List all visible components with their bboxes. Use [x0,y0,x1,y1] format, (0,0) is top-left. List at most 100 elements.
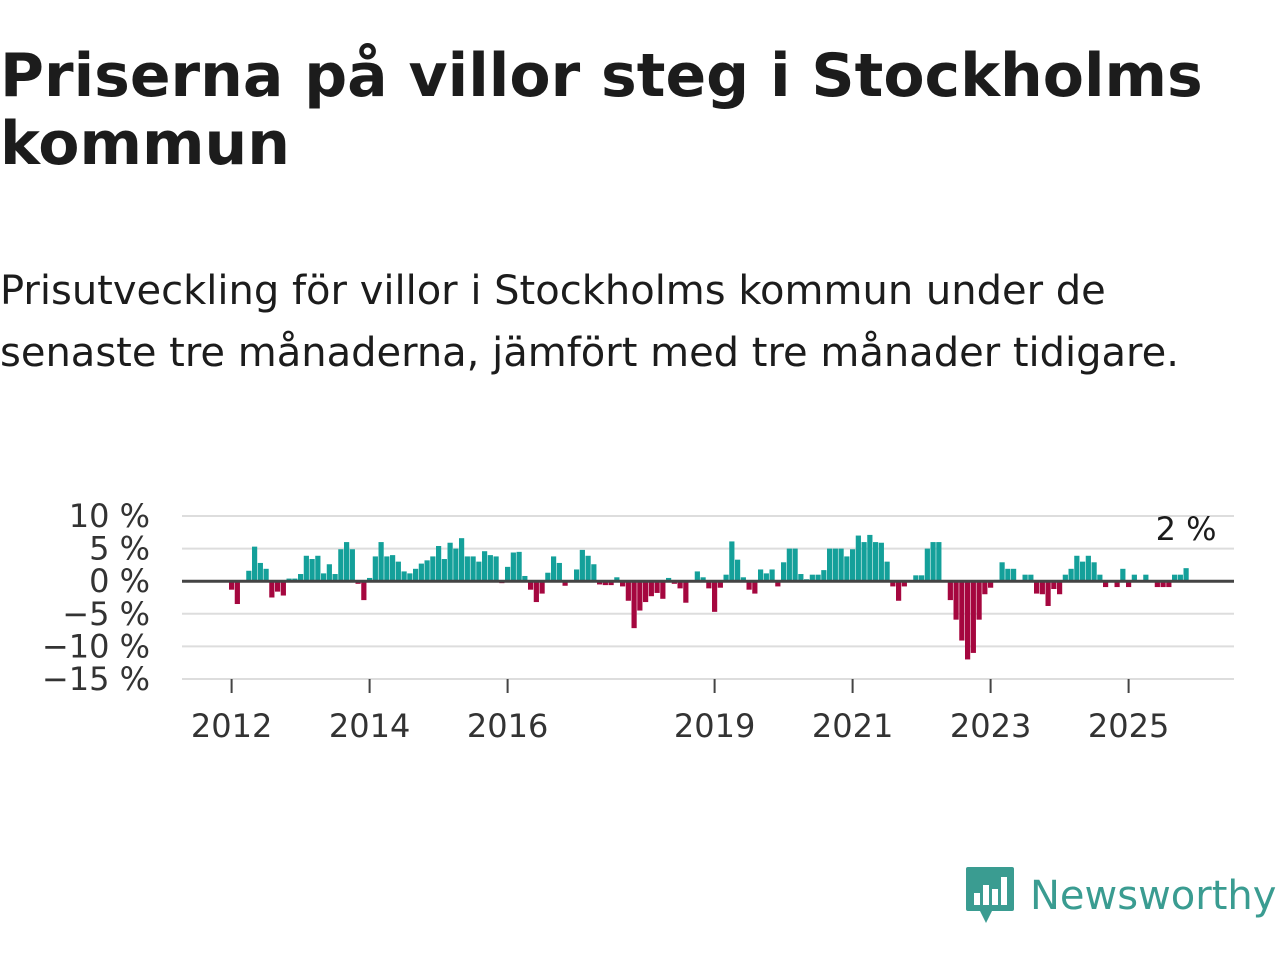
bar [516,551,522,582]
bar [694,571,700,582]
bar [579,549,585,582]
bar [631,581,637,629]
x-tick-label: 2019 [674,707,755,745]
bar [413,568,419,582]
bar [1160,581,1166,588]
bar [683,581,689,603]
newsworthy-logo-icon [966,867,1014,923]
bar [487,555,493,582]
bar [729,541,735,582]
bar [545,572,551,582]
bar [838,548,844,582]
bar [953,581,959,620]
bar [338,549,344,582]
bar [1120,568,1126,582]
bar [832,548,838,582]
bar [821,570,827,582]
bar [827,548,833,582]
bar [930,542,936,582]
bar [844,556,850,582]
bar [884,561,890,582]
bar [407,573,413,582]
bar [303,555,309,582]
newsworthy-brand-name: Newsworthy [1030,873,1277,919]
x-tick-label: 2021 [812,707,893,745]
bar [309,559,315,582]
bar [321,573,327,582]
bar [315,555,321,582]
x-tick-label: 2012 [191,707,272,745]
bars [229,534,1189,660]
bar [712,581,718,612]
bar [1114,581,1120,588]
gridlines [182,515,1234,680]
bar [723,574,729,582]
bar [1045,581,1051,606]
bar [982,581,988,595]
bar [643,581,649,603]
bar [1080,561,1086,582]
bar [959,581,965,641]
bar [746,581,752,590]
bar [752,581,758,594]
bar [947,581,953,601]
chart-title: Priserna på villor steg i Stockholms kom… [0,41,1203,179]
bar [390,555,396,582]
bar [453,548,459,582]
bar [395,561,401,582]
bar [976,581,982,620]
bar [280,581,286,596]
bar [815,574,821,582]
bar [1005,568,1011,582]
bar [919,575,925,582]
bar [1166,581,1172,588]
bar [585,555,591,582]
bar [476,561,482,582]
bar [1062,574,1068,582]
bar [786,548,792,582]
bar [873,542,879,582]
bar [706,581,712,589]
bar [890,581,896,587]
bar [775,581,781,587]
bar [533,581,539,603]
bar [1034,581,1040,594]
bar [562,581,568,586]
bar [988,581,994,588]
bar [269,581,275,598]
y-tick-label: −15 % [42,660,150,698]
bar [850,549,856,582]
bar [700,577,706,582]
bar [867,534,873,582]
bar [1172,574,1178,582]
bar [430,556,436,582]
bar [263,568,269,582]
bar [666,577,672,582]
bar [326,564,332,582]
bar [464,556,470,582]
bar [792,548,798,582]
bar [234,581,240,605]
y-tick-label: −5 % [62,595,150,633]
bar [361,581,367,601]
y-tick-label: 5 % [89,530,150,568]
bar [597,581,603,585]
bar [257,562,263,582]
last-value-label: 2 % [1156,510,1217,548]
bar [1022,574,1028,582]
bar [1143,574,1149,582]
bar [1126,581,1132,588]
bar [924,548,930,582]
bar [1085,555,1091,582]
bar [275,581,281,592]
bar [913,575,919,582]
bar [1103,581,1109,588]
bar [878,542,884,582]
bar-chart: 10 %5 %0 %−5 %−10 %−15 % 2012 2014 2016 201… [42,497,1234,745]
bar [556,562,562,582]
bar [1131,574,1137,582]
bar [855,535,861,582]
bar [896,581,902,601]
x-axis: 2012 2014 2016 2019 2021 2023 2025 [182,678,1234,745]
bar [298,574,304,582]
